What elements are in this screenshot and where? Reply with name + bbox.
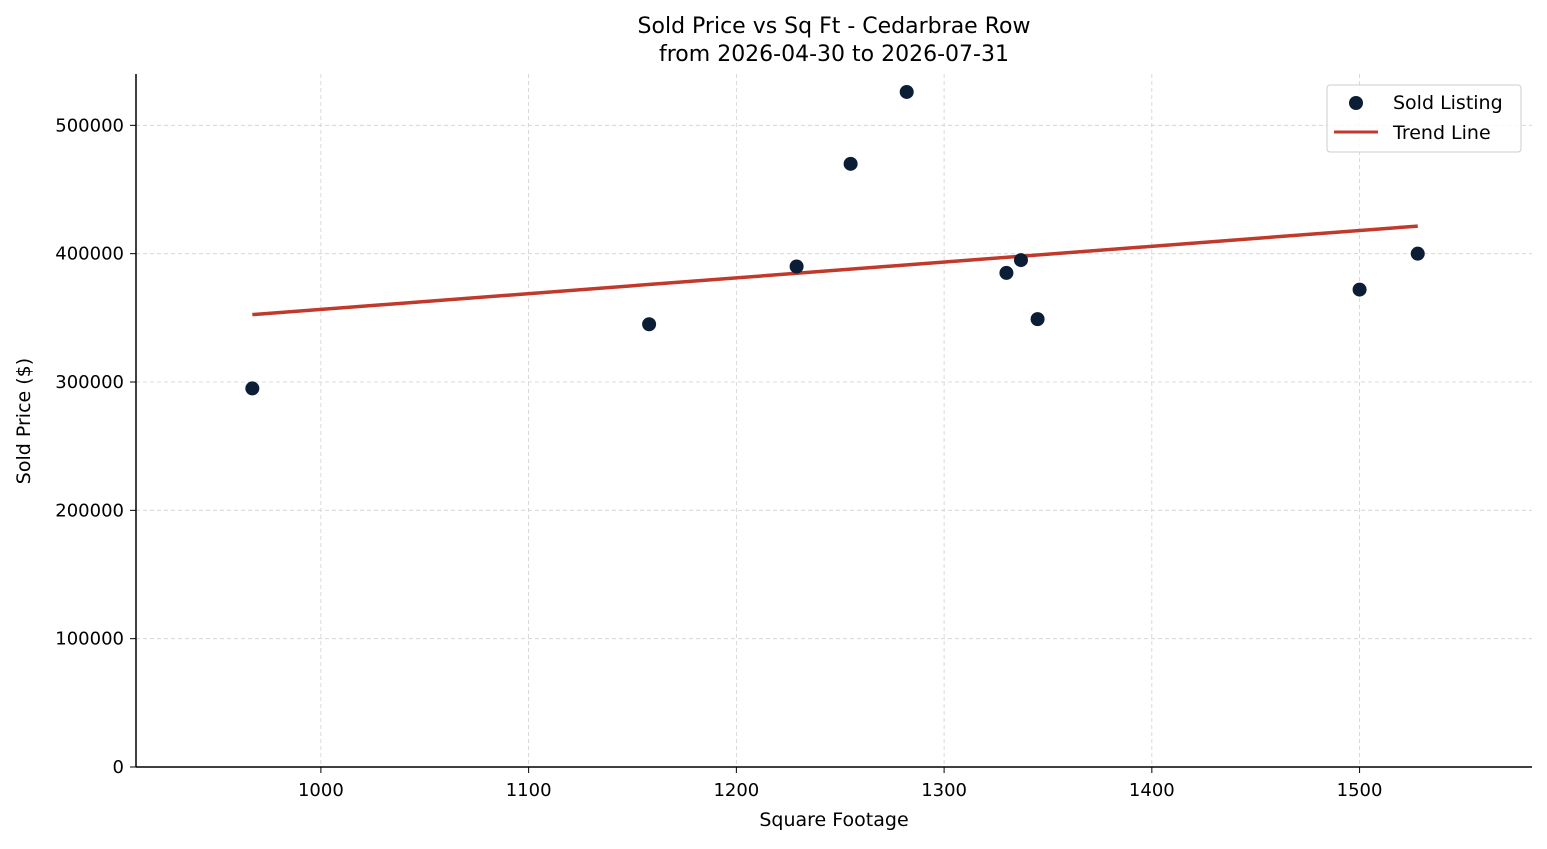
scatter-point xyxy=(1352,282,1367,297)
legend-label-trend-line: Trend Line xyxy=(1392,122,1491,144)
chart-title: Sold Price vs Sq Ft - Cedarbrae Row xyxy=(638,14,1031,39)
y-tick-label: 0 xyxy=(113,757,124,778)
x-tick-label: 1200 xyxy=(713,780,759,801)
tick-marks: 1000 1100 1200 1300 1400 1500 0 100000 200000 300… xyxy=(55,115,1382,801)
scatter-point xyxy=(999,265,1014,280)
chart-subtitle: from 2026-04-30 to 2026-07-31 xyxy=(659,42,1009,67)
y-tick-label: 400000 xyxy=(55,244,124,265)
scatter-point xyxy=(1013,253,1028,268)
y-tick-label: 200000 xyxy=(55,500,124,521)
y-tick-label: 300000 xyxy=(55,372,124,393)
x-tick-label: 1000 xyxy=(298,780,344,801)
legend: Sold Listing Trend Line xyxy=(1326,84,1522,153)
y-tick-label: 500000 xyxy=(55,115,124,136)
legend-marker-sold-listing xyxy=(1349,96,1363,110)
scatter-point xyxy=(1030,312,1045,327)
grid-lines xyxy=(136,74,1532,767)
x-axis-label: Square Footage xyxy=(759,809,908,831)
scatter-point xyxy=(843,156,858,171)
y-axis-label: Sold Price ($) xyxy=(13,358,35,484)
scatter-points xyxy=(245,84,1425,396)
x-tick-label: 1500 xyxy=(1337,780,1383,801)
scatter-point xyxy=(1410,246,1425,261)
x-tick-label: 1100 xyxy=(506,780,552,801)
scatter-point xyxy=(642,317,657,332)
legend-label-sold-listing: Sold Listing xyxy=(1393,92,1503,114)
legend-box xyxy=(1326,84,1522,153)
trend-line-layer xyxy=(252,224,1418,317)
scatter-point xyxy=(899,84,914,99)
scatter-point xyxy=(789,259,804,274)
scatter-point xyxy=(245,381,260,396)
trend-line xyxy=(252,224,1418,317)
y-tick-label: 100000 xyxy=(55,629,124,650)
x-tick-label: 1300 xyxy=(921,780,967,801)
x-tick-label: 1400 xyxy=(1129,780,1175,801)
axes xyxy=(135,74,1532,768)
